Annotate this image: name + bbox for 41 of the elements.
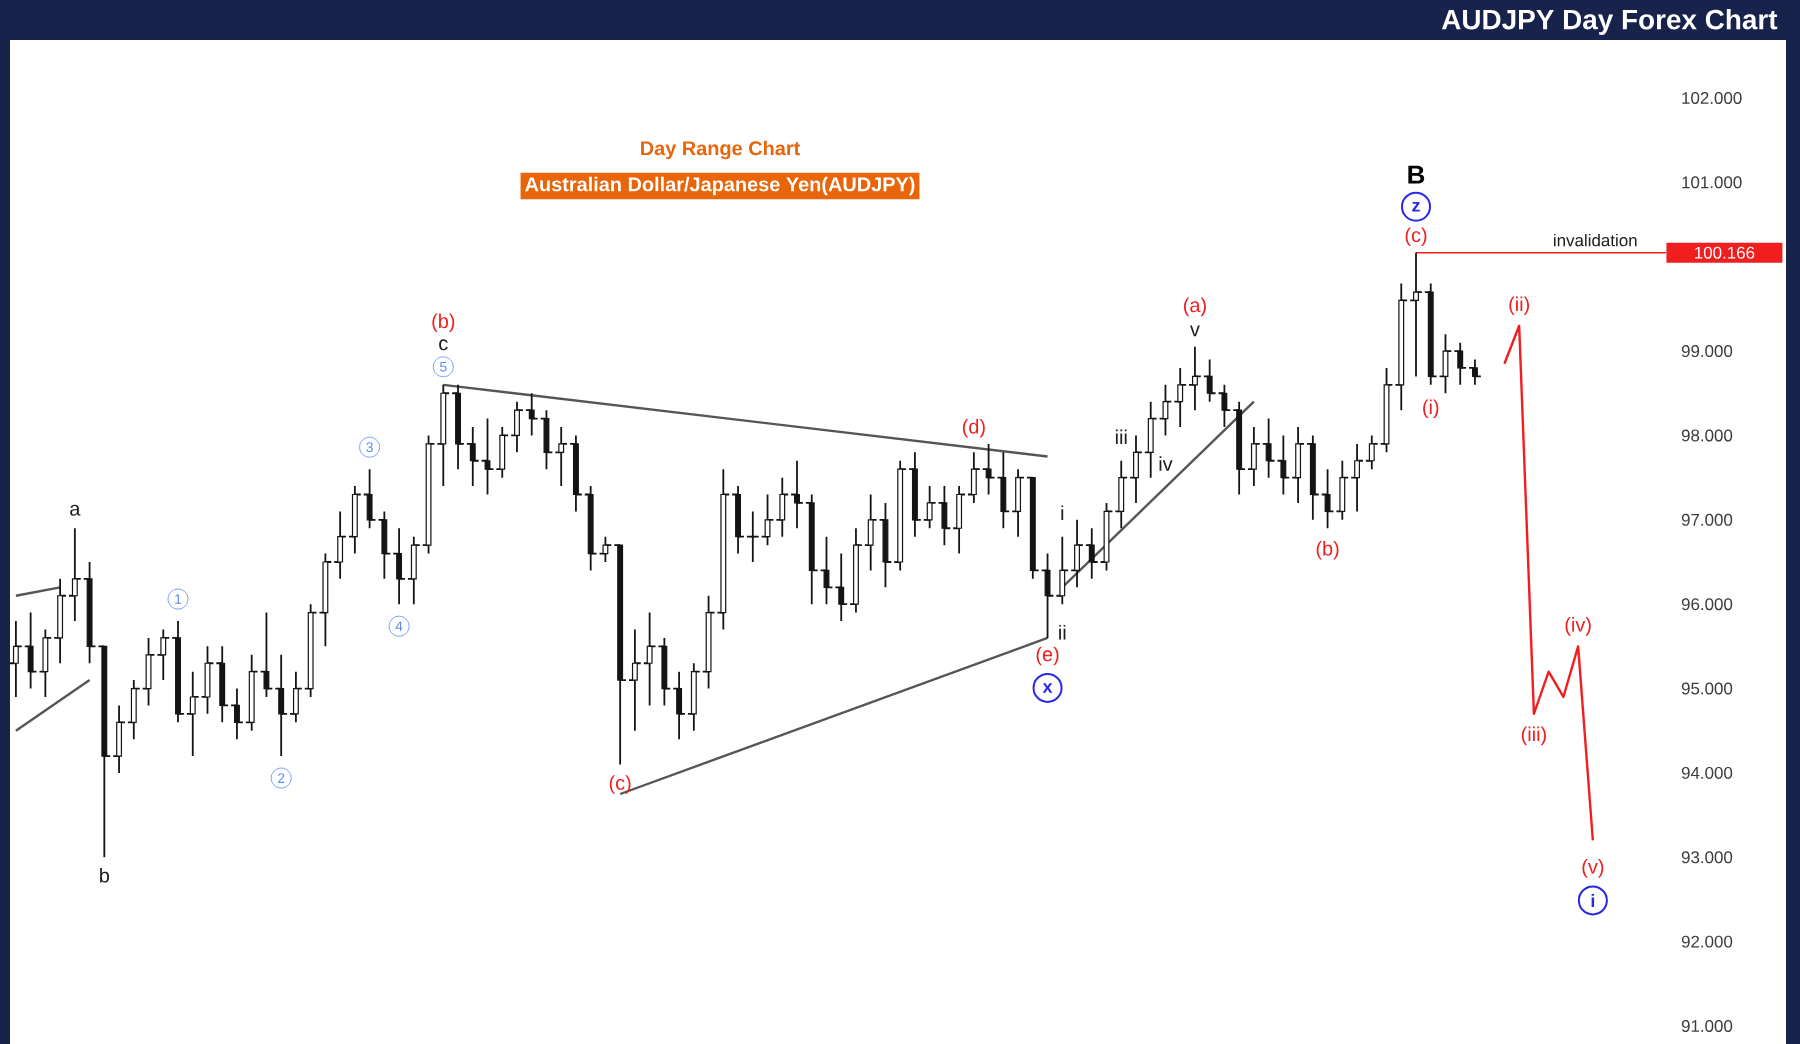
y-tick-label: 99.000 — [1681, 345, 1733, 358]
y-tick-label: 93.000 — [1681, 851, 1733, 864]
y-tick-label: 95.000 — [1681, 682, 1733, 695]
annotation: (iv) — [1565, 617, 1591, 636]
y-tick-label: 101.000 — [1682, 176, 1742, 189]
annotation: (a) — [1184, 297, 1206, 317]
chart-title: AUDJPY Day Forex Chart — [1441, 8, 1778, 35]
annotation: v — [1190, 325, 1200, 337]
annotation: (ii) — [1509, 296, 1529, 316]
annotation: i — [1061, 505, 1064, 520]
annotation: (b) — [432, 313, 455, 333]
annotation: (i) — [1423, 399, 1439, 419]
annotation: (v) — [1582, 859, 1604, 878]
annotation: (c) — [609, 775, 631, 794]
annotation: B — [1408, 165, 1425, 184]
y-tick-label: 97.000 — [1681, 513, 1733, 526]
annotation: Australian Dollar/Japanese Yen(AUDJPY) — [525, 176, 915, 196]
y-tick-label: 92.000 — [1681, 935, 1733, 948]
annotation: x — [1042, 683, 1053, 693]
annotation: iv — [1159, 456, 1173, 471]
annotation: i — [1591, 893, 1595, 907]
y-tick-label: 102.000 — [1682, 92, 1742, 104]
y-tick-label: 98.000 — [1681, 429, 1733, 442]
annotation: b — [100, 867, 110, 883]
line-series — [1503, 324, 1595, 842]
annotation: a — [70, 504, 81, 516]
y-tick-label: 94.000 — [1681, 766, 1733, 779]
annotation: (c) — [1405, 227, 1427, 246]
y-tick-label: 96.000 — [1681, 598, 1733, 611]
annotation: (b) — [1316, 540, 1339, 560]
ref-line-label: invalidation — [1554, 233, 1637, 247]
annotation: z — [1412, 201, 1420, 212]
text: Day Range Chart — [641, 140, 801, 160]
annotation: ii — [1059, 624, 1066, 640]
annotation: iii — [1115, 429, 1127, 444]
annotation: (iii) — [1521, 726, 1546, 746]
annotation: c — [439, 339, 448, 351]
text: 100.166 — [1695, 246, 1755, 259]
y-tick-label: 91.000 — [1681, 1020, 1733, 1032]
annotation: (d) — [962, 419, 985, 438]
annotation: (e) — [1036, 646, 1059, 666]
